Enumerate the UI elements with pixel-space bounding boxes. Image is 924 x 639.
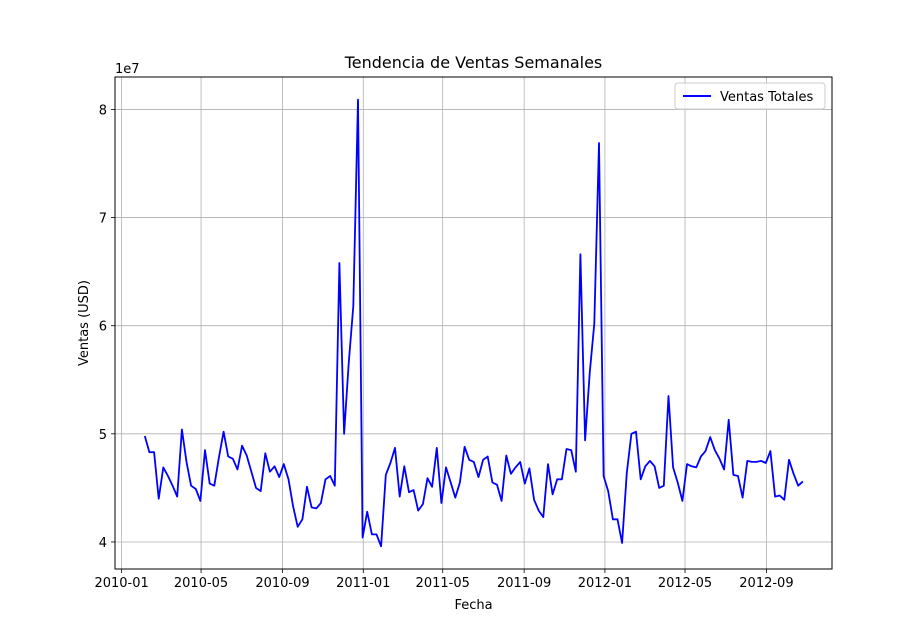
x-axis-ticks: 2010-01 2010-05 2010-09 2011-01 2011-05 2011-… (94, 569, 794, 591)
legend: Ventas Totales (674, 82, 826, 110)
grid (115, 77, 832, 569)
x-tick-label: 2010-09 (255, 576, 309, 591)
plot-area-frame (114, 76, 833, 570)
x-tick-label: 2011-05 (416, 576, 470, 591)
y-tick-label: 7 (99, 212, 107, 227)
y-axis-ticks: 4 5 6 7 8 (99, 103, 115, 551)
y-tick-label: 5 (99, 428, 107, 443)
legend-box (674, 82, 826, 110)
x-tick-label: 2012-01 (578, 576, 632, 591)
x-tick-label: 2012-09 (739, 576, 793, 591)
chart-title: Tendencia de Ventas Semanales (344, 53, 603, 72)
series-line-ventas-totales (143, 98, 804, 548)
y-tick-label: 8 (99, 103, 107, 118)
x-tick-label: 2010-01 (94, 576, 148, 591)
legend-label: Ventas Totales (720, 90, 813, 105)
y-tick-label: 4 (99, 536, 107, 551)
x-tick-label: 2011-01 (336, 576, 390, 591)
y-axis-multiplier: 1e7 (115, 62, 140, 77)
x-tick-label: 2011-09 (497, 576, 551, 591)
y-tick-label: 6 (99, 320, 107, 335)
y-axis-title: Ventas (USD) (77, 280, 92, 366)
x-tick-label: 2010-05 (174, 576, 228, 591)
x-tick-label: 2012-05 (658, 576, 712, 591)
series-layer (143, 98, 804, 548)
x-axis-title: Fecha (454, 598, 492, 613)
